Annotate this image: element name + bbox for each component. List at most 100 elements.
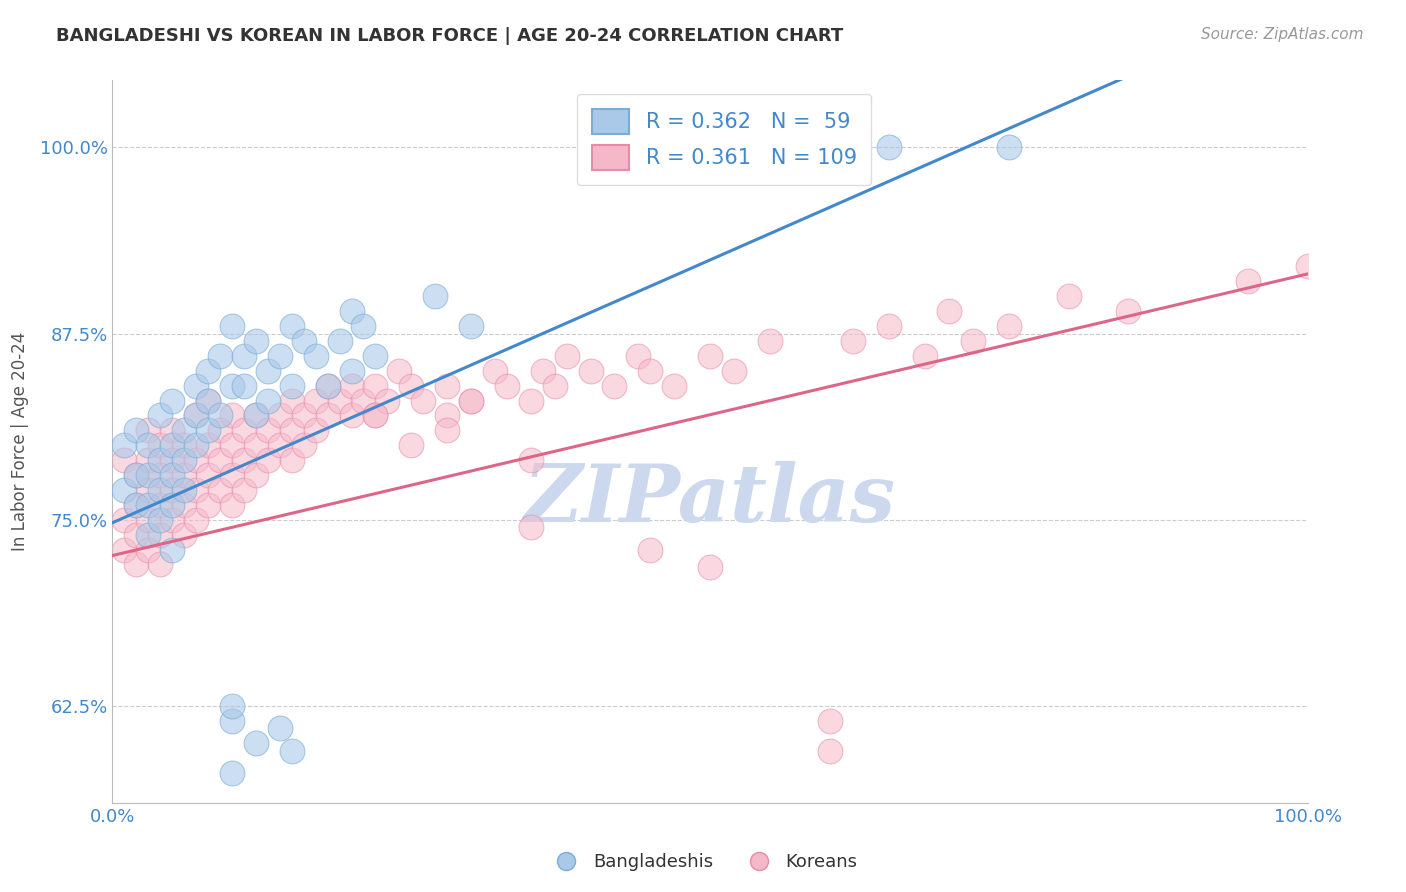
Point (149, 498, 172, 512)
Point (162, 513, 183, 527)
Point (162, 393, 183, 408)
Point (138, 527, 160, 541)
Point (209, 483, 232, 497)
Point (138, 423, 160, 437)
Point (197, 498, 219, 512)
Point (173, 498, 195, 512)
Point (233, 453, 256, 467)
Point (496, 378, 519, 392)
Point (412, 393, 434, 408)
Point (125, 423, 148, 437)
Point (305, 349, 328, 363)
Point (340, 409, 363, 423)
Point (269, 409, 291, 423)
Point (186, 409, 208, 423)
Point (723, 364, 745, 378)
Point (603, 378, 626, 392)
Point (114, 483, 135, 497)
Point (197, 438, 219, 452)
Point (460, 319, 482, 334)
Point (245, 438, 267, 452)
Y-axis label: In Labor Force | Age 20-24: In Labor Force | Age 20-24 (10, 332, 28, 551)
Point (149, 453, 172, 467)
Point (842, 334, 865, 348)
Point (281, 744, 304, 758)
Point (197, 423, 219, 437)
Point (209, 349, 232, 363)
Point (138, 513, 160, 527)
Point (759, 140, 782, 154)
Point (316, 378, 339, 392)
Point (555, 349, 578, 363)
Point (221, 378, 243, 392)
Point (186, 513, 208, 527)
Point (436, 409, 458, 423)
Point (543, 378, 565, 392)
Point (233, 423, 256, 437)
Point (352, 393, 374, 408)
Point (401, 438, 423, 452)
Point (125, 468, 148, 483)
Point (1118, 304, 1140, 318)
Point (664, 378, 686, 392)
Point (484, 364, 506, 378)
Point (186, 438, 208, 452)
Point (460, 393, 482, 408)
Point (186, 409, 208, 423)
Point (233, 378, 256, 392)
Point (520, 453, 543, 467)
Point (138, 542, 160, 557)
Text: Source: ZipAtlas.com: Source: ZipAtlas.com (1201, 27, 1364, 42)
Point (149, 409, 172, 423)
Point (162, 423, 183, 437)
Legend: Bangladeshis, Koreans: Bangladeshis, Koreans (541, 847, 865, 879)
Point (257, 364, 280, 378)
Point (221, 468, 243, 483)
Point (138, 483, 160, 497)
Point (879, 140, 901, 154)
Point (114, 453, 135, 467)
Point (221, 766, 243, 780)
Point (209, 453, 232, 467)
Point (998, 140, 1021, 154)
Point (114, 542, 135, 557)
Point (281, 453, 304, 467)
Point (520, 520, 543, 534)
Point (245, 334, 267, 348)
Point (436, 378, 458, 392)
Point (245, 409, 267, 423)
Point (962, 334, 984, 348)
Point (221, 438, 243, 452)
Point (699, 560, 721, 574)
Point (627, 349, 650, 363)
Point (162, 542, 183, 557)
Point (281, 393, 304, 408)
Text: ZIPatlas: ZIPatlas (524, 460, 896, 538)
Point (1057, 289, 1080, 303)
Point (221, 319, 243, 334)
Point (364, 349, 387, 363)
Point (640, 542, 662, 557)
Point (938, 304, 960, 318)
Point (173, 468, 195, 483)
Point (221, 714, 243, 728)
Point (257, 393, 280, 408)
Point (352, 319, 374, 334)
Point (269, 349, 291, 363)
Point (329, 393, 352, 408)
Point (998, 319, 1021, 334)
Point (149, 468, 172, 483)
Point (138, 438, 160, 452)
Point (149, 527, 172, 541)
Point (292, 438, 315, 452)
Point (640, 364, 662, 378)
Point (818, 714, 841, 728)
Point (138, 453, 160, 467)
Point (364, 409, 387, 423)
Point (245, 736, 267, 750)
Point (245, 468, 267, 483)
Point (245, 409, 267, 423)
Point (186, 453, 208, 467)
Point (149, 438, 172, 452)
Point (162, 483, 183, 497)
